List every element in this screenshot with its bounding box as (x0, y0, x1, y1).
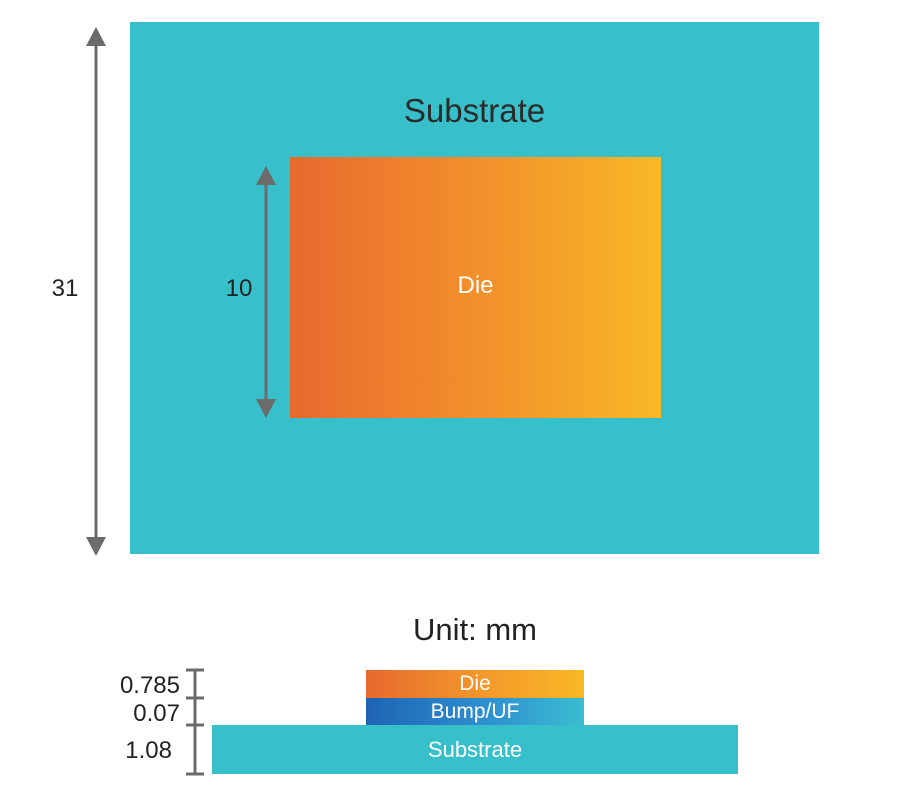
substrate-dimension-label: 31 (51, 275, 79, 302)
substrate-layer (212, 725, 738, 774)
top-view-dimension-arrows (86, 27, 276, 556)
die-layer-label: Die (459, 672, 491, 695)
die-thickness-label: 0.785 (119, 672, 180, 699)
substrate-arrow-down (86, 537, 106, 556)
die-layer (366, 670, 584, 698)
substrate-thickness-label: 1.08 (125, 737, 172, 764)
substrate-arrow-up (86, 27, 106, 46)
bump-uf-layer-label: Bump/UF (430, 700, 520, 723)
substrate-top-label: Substrate (403, 92, 546, 129)
die-top-label: Die (457, 272, 494, 299)
die-dimension-label: 10 (225, 275, 253, 302)
bump-uf-thickness-label: 0.07 (133, 700, 180, 727)
die-arrow-up (256, 166, 276, 185)
substrate-layer-label: Substrate (427, 737, 523, 762)
unit-label: Unit: mm (413, 612, 537, 647)
die-arrow-down (256, 399, 276, 418)
thickness-dimension-brackets (186, 668, 204, 776)
bump-uf-layer (366, 698, 584, 725)
die-top-view (290, 157, 661, 418)
